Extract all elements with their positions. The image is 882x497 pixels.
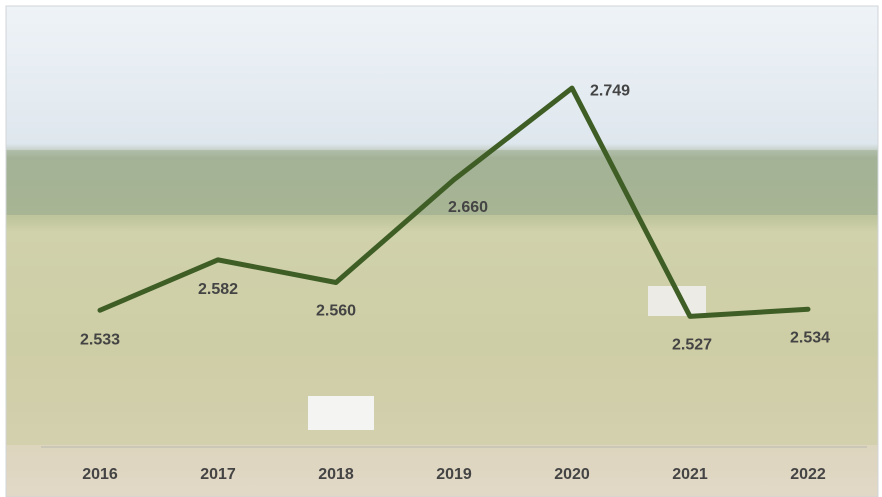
- tree-line: [6, 150, 878, 215]
- x-tick-label: 2020: [554, 466, 590, 483]
- x-tick-label: 2016: [82, 466, 118, 483]
- x-tick-label: 2019: [436, 466, 472, 483]
- x-tick-label: 2021: [672, 466, 708, 483]
- sign: [308, 396, 374, 430]
- field: [6, 215, 878, 445]
- data-label: 2.749: [590, 82, 630, 99]
- x-tick-label: 2022: [790, 466, 826, 483]
- data-label: 2.582: [198, 281, 238, 298]
- data-label: 2.560: [316, 303, 356, 320]
- data-label: 2.533: [80, 331, 120, 348]
- data-label: 2.534: [790, 329, 830, 346]
- data-label: 2.660: [448, 199, 488, 216]
- line: [97, 85, 811, 319]
- x-tick-label: 2017: [200, 466, 236, 483]
- frame: [5, 5, 879, 497]
- data-label: 2.527: [672, 337, 712, 354]
- x-tick-label: 2018: [318, 466, 354, 483]
